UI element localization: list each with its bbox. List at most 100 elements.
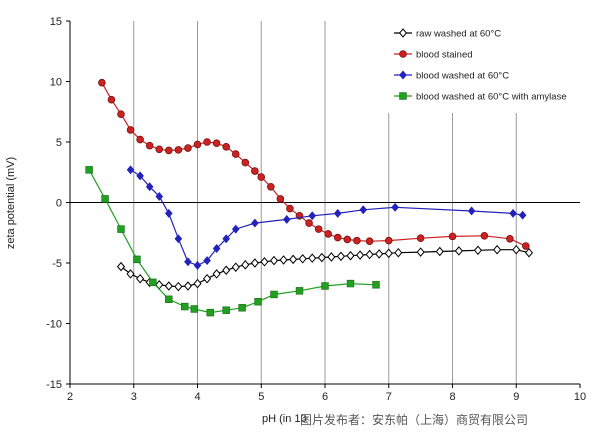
data-point: [394, 247, 403, 258]
data-point: [257, 173, 266, 181]
data-point: [165, 295, 173, 303]
legend-label: blood washed at 60°C with amylase: [416, 92, 567, 103]
legend-layer: raw washed at 60°C blood stained blood was…: [388, 21, 580, 113]
data-point: [126, 269, 135, 279]
data-point: [279, 255, 288, 265]
data-point: [181, 302, 189, 311]
data-point: [282, 214, 291, 224]
series-1: [116, 244, 534, 292]
axes-layer: -15 -10 -5 0 5 10 15 2 3 4 5 6 7 8 9 10: [46, 16, 586, 403]
x-tick-label: 3: [131, 391, 137, 403]
data-point: [136, 273, 145, 284]
legend-swatch-marker: [399, 70, 407, 80]
y-tick-label: -10: [46, 319, 62, 331]
legend-label: blood washed at 60°C: [416, 71, 509, 82]
data-point: [298, 253, 307, 264]
data-point: [509, 208, 517, 218]
series-4: [85, 166, 380, 317]
y-tick-label: 5: [56, 137, 62, 149]
data-point: [512, 244, 521, 255]
data-point: [212, 269, 221, 279]
series-2: [98, 78, 530, 250]
data-point: [295, 287, 304, 295]
data-point: [251, 167, 259, 175]
data-point: [506, 235, 514, 243]
data-point: [126, 126, 135, 134]
data-point: [145, 141, 154, 150]
data-point: [193, 140, 202, 149]
data-point: [231, 150, 240, 158]
data-point: [222, 306, 230, 314]
data-point: [365, 249, 374, 260]
data-point: [308, 253, 317, 263]
data-point: [254, 298, 262, 306]
data-point: [289, 254, 298, 265]
data-point: [101, 195, 109, 203]
data-point: [270, 290, 278, 299]
data-point: [365, 237, 374, 246]
x-tick-label: 8: [449, 391, 455, 403]
legend-item: blood washed at 60°C with amylase: [394, 92, 567, 103]
legend-swatch-marker: [399, 92, 407, 100]
data-point: [116, 261, 126, 272]
data-point: [333, 208, 342, 218]
data-point: [203, 138, 211, 146]
x-tick-label: 7: [386, 391, 392, 403]
data-point: [454, 246, 463, 256]
data-point: [384, 236, 393, 245]
data-point: [375, 249, 384, 259]
x-axis-title: pH (in 10: [262, 413, 307, 425]
data-point: [333, 233, 342, 242]
data-point: [136, 171, 144, 181]
data-point: [269, 255, 279, 266]
x-tick-label: 10: [574, 391, 586, 403]
data-point: [222, 265, 231, 276]
watermark-text: 图片发布者：安东帕（上海）商贸有限公司: [300, 413, 529, 427]
x-tick-label: 4: [194, 391, 200, 403]
data-point: [327, 252, 336, 262]
data-point: [203, 256, 211, 266]
data-point: [145, 182, 154, 192]
data-point: [416, 234, 425, 242]
data-point: [286, 204, 294, 213]
legend: raw washed at 60°C blood stained blood was…: [388, 21, 580, 113]
data-point: [212, 244, 221, 253]
data-point: [206, 308, 214, 317]
legend-swatch-marker: [398, 28, 408, 38]
data-point: [343, 235, 352, 244]
data-point: [174, 146, 183, 154]
x-tick-label: 5: [258, 391, 264, 403]
data-point: [184, 257, 192, 267]
data-point: [203, 273, 212, 284]
data-point: [493, 244, 502, 255]
y-tick-label: 15: [50, 16, 62, 28]
data-point: [136, 135, 144, 144]
data-point: [359, 205, 368, 215]
data-point: [391, 202, 399, 212]
data-point: [149, 278, 157, 287]
data-point: [267, 182, 275, 191]
y-tick-label: 0: [56, 198, 62, 210]
legend-item: blood washed at 60°C: [394, 71, 509, 82]
data-point: [314, 225, 323, 233]
series-layer: [85, 78, 534, 317]
data-point: [321, 282, 329, 290]
data-point: [384, 248, 393, 259]
data-point: [190, 305, 199, 313]
y-tick-label: -15: [46, 379, 62, 391]
data-point: [473, 245, 483, 256]
y-tick-label: -5: [52, 258, 62, 270]
data-point: [174, 281, 183, 292]
data-point: [324, 230, 332, 238]
data-point: [305, 219, 313, 227]
data-point: [336, 251, 345, 262]
data-point: [238, 304, 246, 312]
data-point: [231, 224, 240, 234]
data-point: [241, 260, 250, 270]
data-point: [522, 242, 530, 250]
data-point: [346, 250, 355, 261]
data-point: [372, 281, 380, 289]
data-point: [126, 165, 135, 175]
